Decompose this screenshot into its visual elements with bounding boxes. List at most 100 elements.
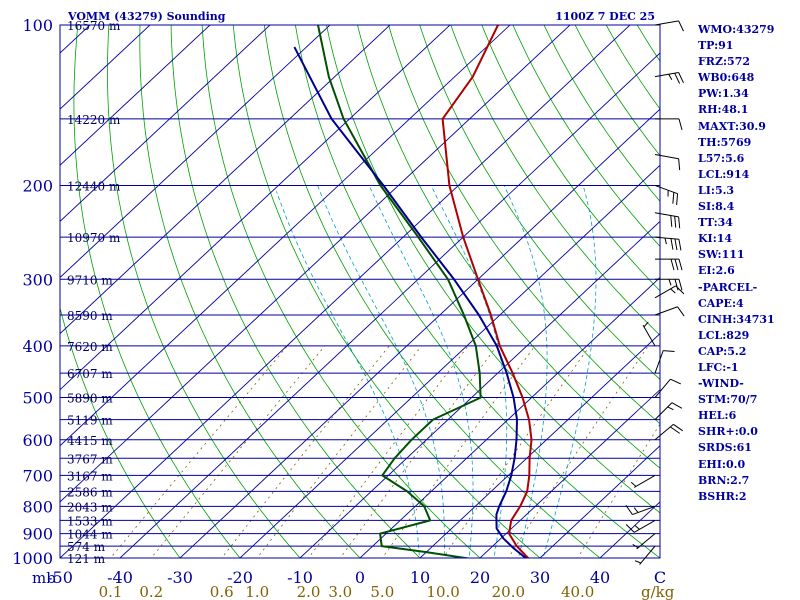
dry-adiabat [419, 25, 660, 381]
index-item: EHI:0.0 [698, 457, 746, 471]
dry-adiabat [170, 25, 421, 558]
temperature-tick-label: 40 [590, 568, 610, 587]
index-item: TP:91 [698, 39, 734, 53]
height-label: 2043 m [67, 500, 113, 514]
profile-curves [293, 25, 533, 558]
pressure-unit-label: mb [32, 569, 56, 587]
index-item: WMO:43279 [698, 23, 775, 36]
wind-barb-shaft [654, 306, 678, 316]
mixing-ratio-tick-label: 3.0 [328, 583, 352, 600]
temperature-tick-label: -30 [167, 568, 193, 587]
index-item: LI:5.3 [698, 183, 735, 197]
wind-barb-feather [678, 118, 683, 130]
pressure-tick-label: 200 [22, 176, 53, 195]
wind-barb-half-feather [632, 544, 639, 549]
isotherm [179, 108, 660, 558]
index-item: PW:1.34 [698, 87, 749, 101]
isotherm [479, 389, 660, 558]
isotherm [60, 25, 631, 558]
dry-adiabat [201, 25, 481, 558]
wind-barb-half-feather [668, 73, 673, 81]
mixing-ratio-tick-label: 0.1 [99, 583, 123, 600]
pressure-tick-label: 600 [22, 431, 53, 450]
height-labels: 16570 m 14220 m 12440 m 10970 m 9710 m 8590 m… [67, 19, 121, 566]
wind-barb-half-feather [667, 406, 674, 411]
height-label: 121 m [67, 552, 106, 566]
moist-adiabat [276, 191, 420, 558]
wind-barb-shaft [654, 20, 679, 26]
isotherm [419, 332, 660, 558]
mixing-ratio-tick-label: 1.0 [245, 583, 269, 600]
pressure-tick-label: 700 [22, 466, 53, 485]
temperature-tick-label: 30 [530, 568, 550, 587]
isotherm [60, 25, 331, 279]
wind-barb-half-feather [668, 279, 672, 286]
grid-lines [60, 25, 660, 558]
mixing-ratio-tick-label: 40.0 [561, 583, 594, 600]
dry-adiabat [357, 25, 660, 469]
height-label: 3767 m [67, 452, 113, 466]
wind-barb-feather [663, 350, 675, 353]
index-item: TH:5769 [698, 135, 752, 149]
wind-barb-half-feather [633, 507, 639, 513]
height-label: 10970 m [67, 231, 121, 245]
mixing-ratio-line [381, 345, 536, 558]
isotherm [239, 164, 660, 558]
wind-barb-shaft [632, 505, 656, 516]
height-label: 1044 m [67, 528, 113, 542]
dry-adiabat [60, 306, 181, 558]
mixing-ratio-line [339, 345, 498, 558]
wind-barb-feather [670, 259, 675, 271]
parcel-curve [293, 46, 528, 558]
mixing-ratio-tick-label: 10.0 [426, 583, 459, 600]
moist-adiabat [542, 185, 597, 558]
wind-barb-feather [671, 402, 683, 409]
moist-adiabat [317, 185, 445, 558]
index-item: TT:34 [698, 216, 733, 230]
wind-barb-feather [678, 158, 681, 171]
height-label: 4415 m [67, 434, 113, 448]
index-item: FRZ:572 [698, 55, 751, 69]
wind-barb-shaft [654, 350, 664, 374]
dry-adiabat [481, 25, 660, 292]
wind-barb-feather [670, 378, 681, 385]
wind-barb-feather [674, 216, 677, 228]
wind-barb-feather [670, 238, 674, 250]
height-label: 14220 m [67, 113, 121, 127]
wind-barb-feather [673, 423, 684, 432]
isotherm [60, 25, 451, 391]
index-item: WB0:648 [698, 71, 755, 85]
wind-barb-shaft [654, 378, 671, 398]
chart-time: 1100Z 7 DEC 25 [555, 10, 655, 23]
temperature-tick-label: 10 [410, 568, 430, 587]
wind-barb-half-feather [634, 560, 642, 564]
dry-adiabat [73, 25, 241, 558]
dry-adiabat [263, 25, 601, 558]
height-label: 3167 m [67, 469, 113, 483]
wind-barb-feather [676, 193, 679, 206]
wind-barb-shaft [654, 402, 673, 420]
mixing-ratio-line [221, 345, 390, 558]
isotherm [359, 276, 660, 558]
mixing-ratio-line [442, 345, 591, 558]
index-item: -PARCEL- [698, 280, 758, 294]
temperature-tick-label: -10 [287, 568, 313, 587]
isotherm [539, 445, 660, 558]
height-label: 5890 m [67, 392, 113, 406]
height-label: 574 m [67, 540, 106, 554]
isotherm [60, 25, 511, 447]
index-item: L57:5.6 [698, 151, 745, 165]
index-item: SW:111 [698, 248, 745, 262]
wind-barb-feather [674, 259, 679, 271]
index-item: BRN:2.7 [698, 473, 750, 487]
height-label: 2586 m [67, 485, 113, 499]
index-item: SRDS:61 [698, 441, 752, 455]
mixing-ratio-unit-label: g/kg [641, 583, 675, 600]
index-item: STM:70/7 [698, 393, 758, 407]
wind-barb-feather [674, 238, 678, 251]
mixing-ratio-tick-label: 2.0 [297, 583, 321, 600]
wind-barb-feather [625, 504, 633, 515]
isotherm [299, 220, 660, 558]
